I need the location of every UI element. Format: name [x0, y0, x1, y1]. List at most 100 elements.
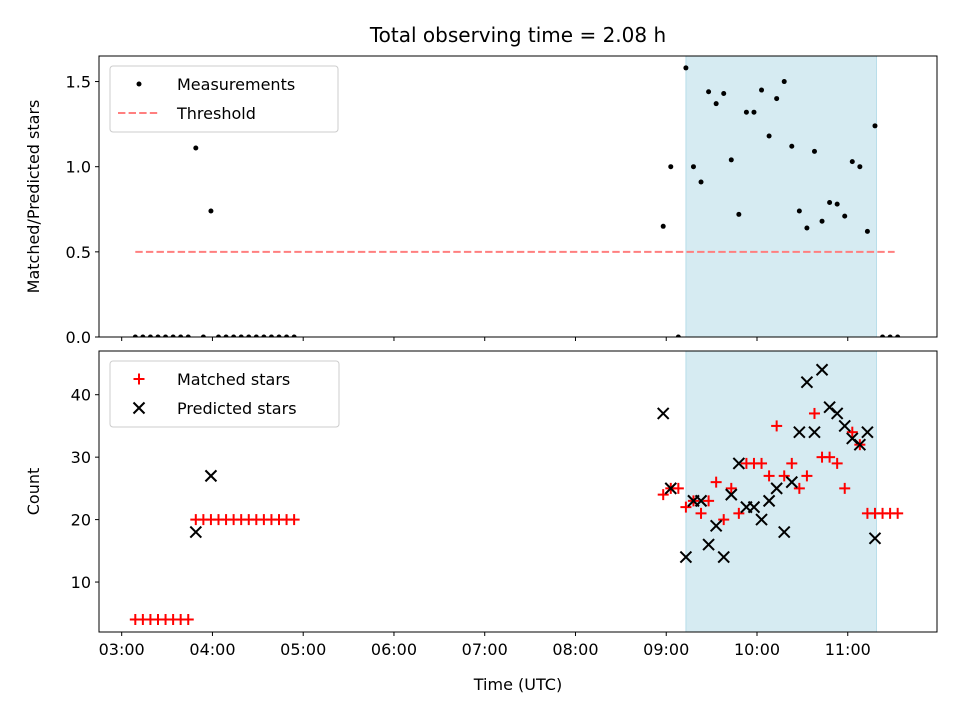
x-tick-label: 11:00 — [825, 640, 871, 659]
measurement-point — [660, 223, 666, 229]
matched-star-marker — [771, 420, 783, 432]
measurement-point — [276, 334, 282, 337]
measurement-point — [284, 334, 290, 337]
predicted-star-marker — [702, 538, 715, 551]
predicted-star-marker — [204, 469, 218, 483]
predicted-star-marker — [830, 407, 844, 420]
x-tick-label: 04:00 — [189, 640, 235, 659]
measurement-point — [789, 143, 795, 149]
matched-star-marker — [680, 501, 692, 513]
matched-star-marker — [288, 514, 300, 526]
counts-y-axis-label: Count — [24, 468, 43, 516]
chart-title: Total observing time = 2.08 h — [369, 23, 666, 47]
top-panel-ratio: 0.0 0.5 1.0 1.5 Matched/Predicted stars Measu… — [24, 55, 938, 347]
measurement-point — [178, 334, 184, 337]
predicted-star-marker — [838, 419, 851, 433]
measurement-point — [774, 96, 780, 102]
measurement-point — [200, 334, 206, 337]
x-tick-label: 08:00 — [552, 640, 598, 659]
measurement-point — [155, 334, 161, 337]
matched-star-marker — [778, 470, 790, 482]
y-tick-label: 0.0 — [66, 328, 91, 347]
ratio-legend: Measurements Threshold — [109, 65, 339, 133]
predicted-star-marker — [725, 488, 738, 501]
measurement-point — [713, 101, 719, 107]
legend-label: Matched stars — [177, 370, 290, 389]
matched-star-marker — [733, 507, 745, 519]
matched-star-marker — [756, 457, 768, 469]
measurement-point — [208, 208, 214, 214]
matched-star-marker — [801, 470, 813, 482]
matched-star-marker — [786, 457, 798, 469]
legend-label: Threshold — [176, 104, 256, 123]
measurement-point — [170, 334, 176, 337]
predicted-star-marker — [800, 376, 814, 389]
matched-star-marker — [182, 614, 194, 626]
predicted-star-marker — [755, 513, 768, 526]
measurement-point — [811, 148, 817, 154]
measurement-point — [736, 211, 742, 217]
y-tick-label: 1.0 — [66, 158, 91, 177]
y-tick-label: 10 — [71, 573, 91, 592]
measurement-point — [268, 334, 274, 337]
measurement-point — [246, 334, 252, 337]
x-tick-label: 06:00 — [371, 640, 417, 659]
predicted-star-marker — [732, 457, 746, 470]
x-tick-label: 03:00 — [99, 640, 145, 659]
counts-legend: Matched stars Predicted stars — [109, 360, 340, 428]
measurement-point — [690, 164, 696, 170]
measurement-point — [751, 109, 757, 115]
measurement-point — [668, 164, 674, 170]
measurement-point — [766, 133, 772, 139]
measurement-point — [880, 334, 886, 337]
counts-plot-area — [129, 351, 904, 632]
legend-dot-marker — [136, 81, 142, 87]
measurement-point — [804, 225, 810, 231]
measurement-point — [842, 213, 848, 219]
x-axis-label: Time (UTC) — [473, 675, 562, 694]
predicted-star-marker — [778, 525, 791, 539]
predicted-star-marker — [793, 425, 806, 439]
y-tick-label: 30 — [71, 448, 91, 467]
matched-star-marker — [793, 482, 805, 494]
matched-star-marker — [839, 482, 851, 494]
predicted-star-marker — [853, 438, 867, 451]
measurement-point — [291, 334, 297, 337]
predicted-star-marker — [679, 550, 693, 564]
legend-frame — [109, 360, 340, 428]
x-tick-label: 07:00 — [462, 640, 508, 659]
measurement-point — [834, 201, 840, 207]
predicted-star-marker — [815, 363, 829, 376]
measurement-point — [223, 334, 229, 337]
predicted-star-marker — [868, 532, 882, 545]
measurement-point — [895, 334, 901, 337]
predicted-star-marker — [189, 525, 203, 539]
measurement-point — [721, 90, 727, 96]
predicted-star-marker — [861, 425, 874, 439]
measurement-point — [140, 334, 146, 337]
x-tick-label: 10:00 — [734, 640, 780, 659]
legend-frame — [109, 65, 339, 133]
y-tick-label: 40 — [71, 386, 91, 405]
measurement-point — [261, 334, 267, 337]
highlight-span — [685, 351, 877, 632]
highlight-span — [685, 56, 877, 337]
measurement-point — [706, 89, 712, 95]
predicted-star-marker — [664, 482, 677, 495]
predicted-star-marker — [747, 500, 761, 514]
measurement-point — [728, 157, 734, 163]
matched-star-marker — [831, 457, 843, 469]
legend-x-marker — [132, 401, 146, 415]
legend-label: Predicted stars — [177, 399, 297, 418]
matched-star-marker — [695, 507, 707, 519]
measurement-point — [759, 87, 765, 93]
measurement-point — [683, 65, 689, 71]
y-tick-label: 0.5 — [66, 243, 91, 262]
predicted-star-marker — [770, 482, 783, 495]
measurement-point — [147, 334, 153, 337]
measurement-point — [743, 109, 749, 115]
measurement-point — [796, 208, 802, 214]
measurement-point — [857, 164, 863, 170]
x-tick-label: 09:00 — [643, 640, 689, 659]
measurement-point — [215, 334, 221, 337]
